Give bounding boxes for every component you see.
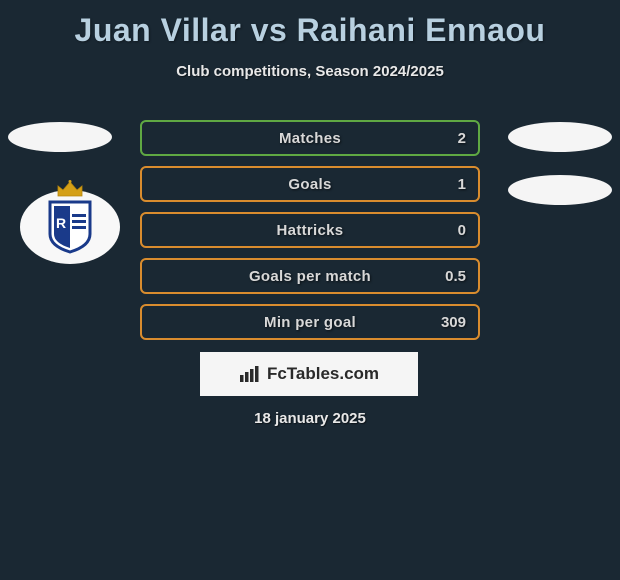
stat-value: 309: [441, 314, 466, 331]
page-title: Juan Villar vs Raihani Ennaou: [0, 0, 620, 49]
stat-row-hattricks: Hattricks 0: [140, 212, 480, 248]
date-label: 18 january 2025: [0, 410, 620, 427]
club-badge: R: [20, 178, 120, 264]
brand-badge: FcTables.com: [200, 352, 418, 396]
stat-value: 0.5: [445, 268, 466, 285]
stat-row-matches: Matches 2: [140, 120, 480, 156]
stat-label: Goals per match: [249, 268, 371, 285]
stat-row-goals: Goals 1: [140, 166, 480, 202]
stats-container: Matches 2 Goals 1 Hattricks 0 Goals per …: [140, 120, 480, 350]
right-player-oval-1: [508, 122, 612, 152]
stat-label: Matches: [279, 130, 341, 147]
stat-value: 0: [458, 222, 466, 239]
crown-icon: [56, 180, 84, 198]
stat-value: 1: [458, 176, 466, 193]
brand-text: FcTables.com: [267, 364, 379, 384]
svg-text:R: R: [56, 215, 66, 231]
right-player-oval-2: [508, 175, 612, 205]
stat-label: Hattricks: [277, 222, 344, 239]
brand-chart-icon: [239, 365, 261, 383]
stat-value: 2: [458, 130, 466, 147]
stat-row-goals-per-match: Goals per match 0.5: [140, 258, 480, 294]
shield-icon: R: [48, 200, 92, 254]
stat-row-min-per-goal: Min per goal 309: [140, 304, 480, 340]
stat-label: Min per goal: [264, 314, 356, 331]
subtitle: Club competitions, Season 2024/2025: [0, 63, 620, 80]
stat-label: Goals: [288, 176, 331, 193]
left-player-oval: [8, 122, 112, 152]
